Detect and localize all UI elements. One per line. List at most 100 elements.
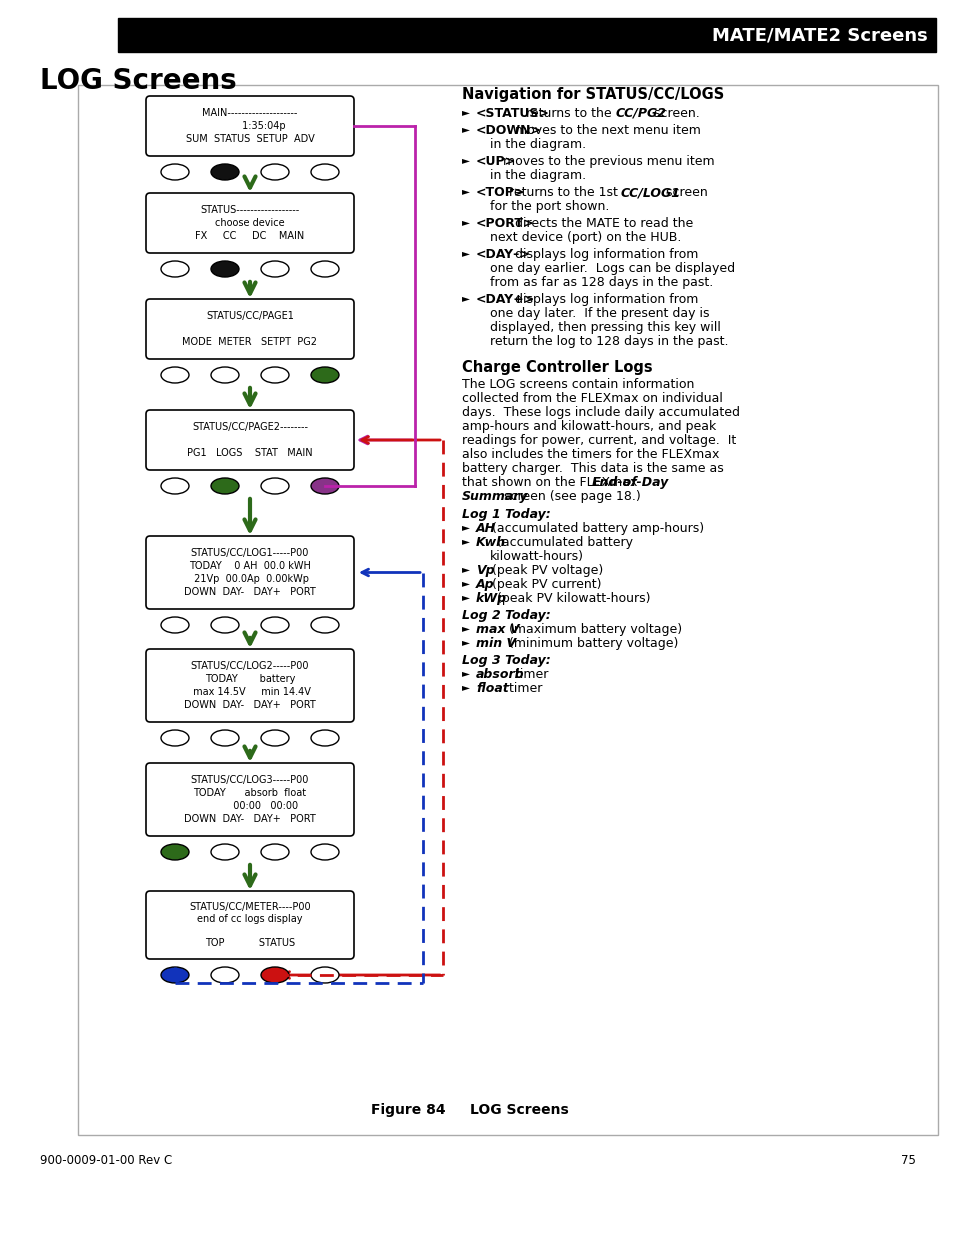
Text: timer: timer xyxy=(510,668,548,680)
Text: MATE/MATE2 Screens: MATE/MATE2 Screens xyxy=(712,26,927,44)
Text: CC/PG2: CC/PG2 xyxy=(615,107,665,120)
Text: that shown on the FLEXmax: that shown on the FLEXmax xyxy=(461,475,640,489)
Text: one day later.  If the present day is: one day later. If the present day is xyxy=(490,308,709,320)
Ellipse shape xyxy=(161,164,189,180)
FancyBboxPatch shape xyxy=(146,763,354,836)
Text: collected from the FLEXmax on individual: collected from the FLEXmax on individual xyxy=(461,391,722,405)
Ellipse shape xyxy=(311,367,338,383)
Text: (accumulated battery amp-hours): (accumulated battery amp-hours) xyxy=(487,522,703,535)
Text: (peak PV kilowatt-hours): (peak PV kilowatt-hours) xyxy=(493,592,650,605)
Text: AH: AH xyxy=(476,522,496,535)
Ellipse shape xyxy=(161,730,189,746)
Text: 1:35:04p: 1:35:04p xyxy=(214,121,286,131)
Text: ►: ► xyxy=(461,578,470,588)
Ellipse shape xyxy=(311,261,338,277)
FancyBboxPatch shape xyxy=(146,299,354,359)
Text: <DOWN>: <DOWN> xyxy=(476,124,541,137)
FancyBboxPatch shape xyxy=(146,96,354,156)
Ellipse shape xyxy=(161,367,189,383)
Text: ►: ► xyxy=(461,293,470,303)
Text: STATUS/CC/METER----P00: STATUS/CC/METER----P00 xyxy=(189,902,311,911)
FancyBboxPatch shape xyxy=(146,410,354,471)
Text: DOWN  DAY-   DAY+   PORT: DOWN DAY- DAY+ PORT xyxy=(184,814,315,824)
Text: one day earlier.  Logs can be displayed: one day earlier. Logs can be displayed xyxy=(490,262,735,275)
FancyBboxPatch shape xyxy=(146,536,354,609)
Text: max V: max V xyxy=(476,622,519,636)
Text: STATUS/CC/PAGE2--------: STATUS/CC/PAGE2-------- xyxy=(192,422,308,432)
Text: Summary: Summary xyxy=(461,490,528,503)
Text: Navigation for STATUS/CC/LOGS: Navigation for STATUS/CC/LOGS xyxy=(461,86,723,103)
Ellipse shape xyxy=(161,261,189,277)
Ellipse shape xyxy=(211,730,239,746)
Ellipse shape xyxy=(311,967,338,983)
Text: Log 1 Today:: Log 1 Today: xyxy=(461,508,550,521)
Ellipse shape xyxy=(261,730,289,746)
Text: ►: ► xyxy=(461,124,470,135)
Text: Log 2 Today:: Log 2 Today: xyxy=(461,609,550,622)
Ellipse shape xyxy=(311,730,338,746)
Text: PG1   LOGS    STAT   MAIN: PG1 LOGS STAT MAIN xyxy=(187,448,313,458)
Ellipse shape xyxy=(211,261,239,277)
Text: <DAY+>: <DAY+> xyxy=(476,293,535,306)
Ellipse shape xyxy=(211,844,239,860)
Text: returns to the: returns to the xyxy=(522,107,616,120)
Text: <PORT>: <PORT> xyxy=(476,217,534,230)
Text: <TOP>: <TOP> xyxy=(476,186,525,199)
Text: battery charger.  This data is the same as: battery charger. This data is the same a… xyxy=(461,462,723,475)
Ellipse shape xyxy=(261,164,289,180)
Text: ►: ► xyxy=(461,564,470,574)
Text: kilowatt-hours): kilowatt-hours) xyxy=(490,550,583,563)
Text: end of cc logs display: end of cc logs display xyxy=(197,914,302,924)
Text: CC/LOG1: CC/LOG1 xyxy=(620,186,680,199)
Text: Ap: Ap xyxy=(476,578,494,592)
Text: Charge Controller Logs: Charge Controller Logs xyxy=(461,359,652,375)
Bar xyxy=(78,85,937,1135)
Text: TODAY       battery: TODAY battery xyxy=(205,674,294,684)
Ellipse shape xyxy=(261,367,289,383)
Text: float: float xyxy=(476,682,508,695)
Text: max 14.5V     min 14.4V: max 14.5V min 14.4V xyxy=(190,687,310,697)
Text: for the port shown.: for the port shown. xyxy=(490,200,609,212)
Text: screen: screen xyxy=(661,186,706,199)
Text: days.  These logs include daily accumulated: days. These logs include daily accumulat… xyxy=(461,406,740,419)
Text: choose device: choose device xyxy=(215,219,285,228)
Text: <UP>: <UP> xyxy=(476,156,516,168)
Ellipse shape xyxy=(261,967,289,983)
Text: Figure 84     LOG Screens: Figure 84 LOG Screens xyxy=(371,1103,568,1116)
Ellipse shape xyxy=(311,618,338,634)
Text: SUM  STATUS  SETUP  ADV: SUM STATUS SETUP ADV xyxy=(186,135,314,144)
FancyBboxPatch shape xyxy=(146,650,354,722)
Text: ►: ► xyxy=(461,622,470,634)
Text: <DAY–>: <DAY–> xyxy=(476,248,530,261)
Text: Log 3 Today:: Log 3 Today: xyxy=(461,655,550,667)
Text: <STATUS>: <STATUS> xyxy=(476,107,549,120)
Text: in the diagram.: in the diagram. xyxy=(490,169,585,182)
Text: STATUS------------------: STATUS------------------ xyxy=(200,205,299,215)
Text: Kwh: Kwh xyxy=(476,536,505,550)
Text: The LOG screens contain information: The LOG screens contain information xyxy=(461,378,694,391)
FancyBboxPatch shape xyxy=(146,890,354,960)
Text: returns to the 1st: returns to the 1st xyxy=(504,186,621,199)
Ellipse shape xyxy=(211,164,239,180)
Text: FX     CC     DC    MAIN: FX CC DC MAIN xyxy=(195,231,304,241)
Text: moves to the previous menu item: moves to the previous menu item xyxy=(498,156,714,168)
Ellipse shape xyxy=(211,367,239,383)
Ellipse shape xyxy=(311,164,338,180)
Text: 75: 75 xyxy=(901,1153,915,1167)
Text: ►: ► xyxy=(461,248,470,258)
Text: timer: timer xyxy=(504,682,542,695)
Ellipse shape xyxy=(211,478,239,494)
Text: Vp: Vp xyxy=(476,564,494,577)
Text: ►: ► xyxy=(461,592,470,601)
Ellipse shape xyxy=(161,478,189,494)
Text: amp-hours and kilowatt-hours, and peak: amp-hours and kilowatt-hours, and peak xyxy=(461,420,716,433)
Text: 21Vp  00.0Ap  0.00kWp: 21Vp 00.0Ap 0.00kWp xyxy=(191,574,309,584)
Text: MODE  METER   SETPT  PG2: MODE METER SETPT PG2 xyxy=(182,337,317,347)
Text: End-of-Day: End-of-Day xyxy=(592,475,669,489)
Text: absorb: absorb xyxy=(476,668,524,680)
Text: 00:00   00:00: 00:00 00:00 xyxy=(202,802,297,811)
Text: ►: ► xyxy=(461,668,470,678)
Text: (peak PV current): (peak PV current) xyxy=(487,578,600,592)
Text: readings for power, current, and voltage.  It: readings for power, current, and voltage… xyxy=(461,433,736,447)
Text: DOWN  DAY-   DAY+   PORT: DOWN DAY- DAY+ PORT xyxy=(184,587,315,597)
